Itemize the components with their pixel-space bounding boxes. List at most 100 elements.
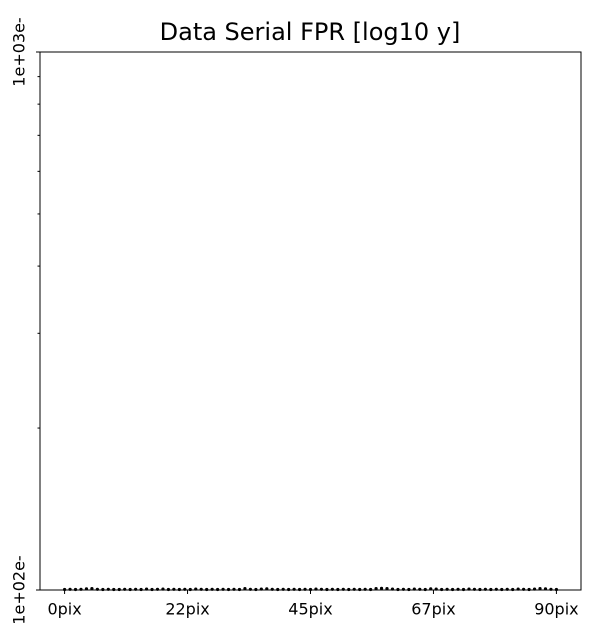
data-point — [112, 587, 116, 592]
data-point — [62, 587, 67, 592]
x-tick-label: 22pix — [165, 600, 209, 619]
data-point — [259, 587, 263, 591]
data-point — [134, 587, 138, 591]
data-point — [472, 587, 477, 591]
data-point — [363, 587, 367, 591]
data-point — [467, 587, 471, 591]
data-point — [205, 587, 209, 592]
data-point — [287, 587, 291, 592]
data-point — [188, 587, 192, 592]
data-point — [461, 587, 466, 592]
data-point — [341, 587, 345, 591]
data-point — [511, 587, 515, 592]
data-point — [270, 587, 274, 591]
data-point — [532, 587, 537, 591]
data-point — [95, 587, 99, 591]
data-point — [308, 587, 313, 592]
x-tick-label: 67pix — [411, 600, 455, 619]
data-point — [106, 587, 110, 591]
data-point — [516, 587, 520, 591]
data-point — [139, 587, 143, 592]
data-point — [276, 587, 280, 592]
data-point — [374, 587, 378, 591]
data-point — [221, 587, 225, 591]
data-point — [423, 587, 427, 592]
data-point — [330, 587, 334, 591]
data-point — [429, 587, 433, 591]
data-point — [155, 587, 160, 591]
data-point — [210, 587, 214, 591]
data-point — [79, 587, 83, 591]
data-point — [379, 586, 384, 590]
data-point — [489, 587, 493, 592]
data-point — [440, 587, 444, 592]
data-point — [319, 587, 324, 591]
data-point — [297, 587, 302, 592]
data-point — [396, 587, 400, 592]
data-point — [68, 587, 72, 591]
data-point — [549, 587, 553, 591]
data-point — [303, 587, 307, 591]
data-point — [450, 587, 455, 592]
data-point — [325, 587, 329, 592]
data-point — [478, 587, 482, 592]
data-point — [505, 587, 509, 591]
data-point — [243, 587, 247, 591]
data-point — [336, 587, 340, 592]
data-point — [352, 587, 356, 591]
x-tick-label: 45pix — [288, 600, 332, 619]
data-point — [232, 587, 236, 591]
data-point — [358, 587, 362, 592]
y-tick-label: 1e+02e- — [10, 555, 29, 624]
data-point — [401, 587, 405, 591]
data-point — [172, 587, 176, 591]
data-point — [412, 587, 416, 591]
data-point — [194, 587, 198, 591]
data-point — [248, 587, 252, 591]
data-point — [177, 587, 181, 592]
data-point — [407, 587, 411, 592]
data-point — [84, 587, 89, 591]
data-point — [456, 587, 460, 591]
data-point — [128, 587, 132, 592]
data-point — [538, 587, 542, 591]
data-point — [199, 587, 203, 591]
data-point — [418, 587, 422, 591]
data-point — [101, 587, 105, 592]
data-point — [90, 587, 94, 591]
data-point — [216, 587, 220, 592]
data-point — [369, 587, 373, 592]
data-point — [123, 587, 127, 591]
data-point — [150, 587, 154, 592]
data-point — [73, 587, 78, 592]
data-point — [527, 587, 531, 592]
data-point — [292, 587, 296, 591]
x-tick-label: 0pix — [47, 600, 81, 619]
data-point — [183, 587, 187, 591]
data-point — [494, 587, 498, 591]
x-tick-label: 90pix — [534, 600, 578, 619]
data-point — [554, 587, 559, 592]
data-point — [117, 587, 121, 592]
chart-title: Data Serial FPR [log10 y] — [160, 18, 461, 46]
data-point — [347, 587, 351, 592]
data-point — [166, 587, 171, 592]
data-point — [281, 587, 285, 591]
data-point — [434, 587, 438, 591]
data-point — [385, 587, 389, 591]
data-point — [226, 587, 231, 592]
data-point — [543, 587, 548, 591]
data-point — [483, 587, 487, 591]
data-point — [314, 587, 318, 591]
data-point — [161, 587, 165, 591]
data-point — [522, 587, 526, 591]
data-point — [500, 587, 504, 592]
y-tick-label: 1e+03e- — [10, 17, 29, 86]
data-point — [254, 587, 258, 592]
data-point — [445, 587, 449, 591]
data-point — [265, 587, 269, 591]
data-point — [390, 587, 395, 591]
data-point — [237, 587, 242, 592]
